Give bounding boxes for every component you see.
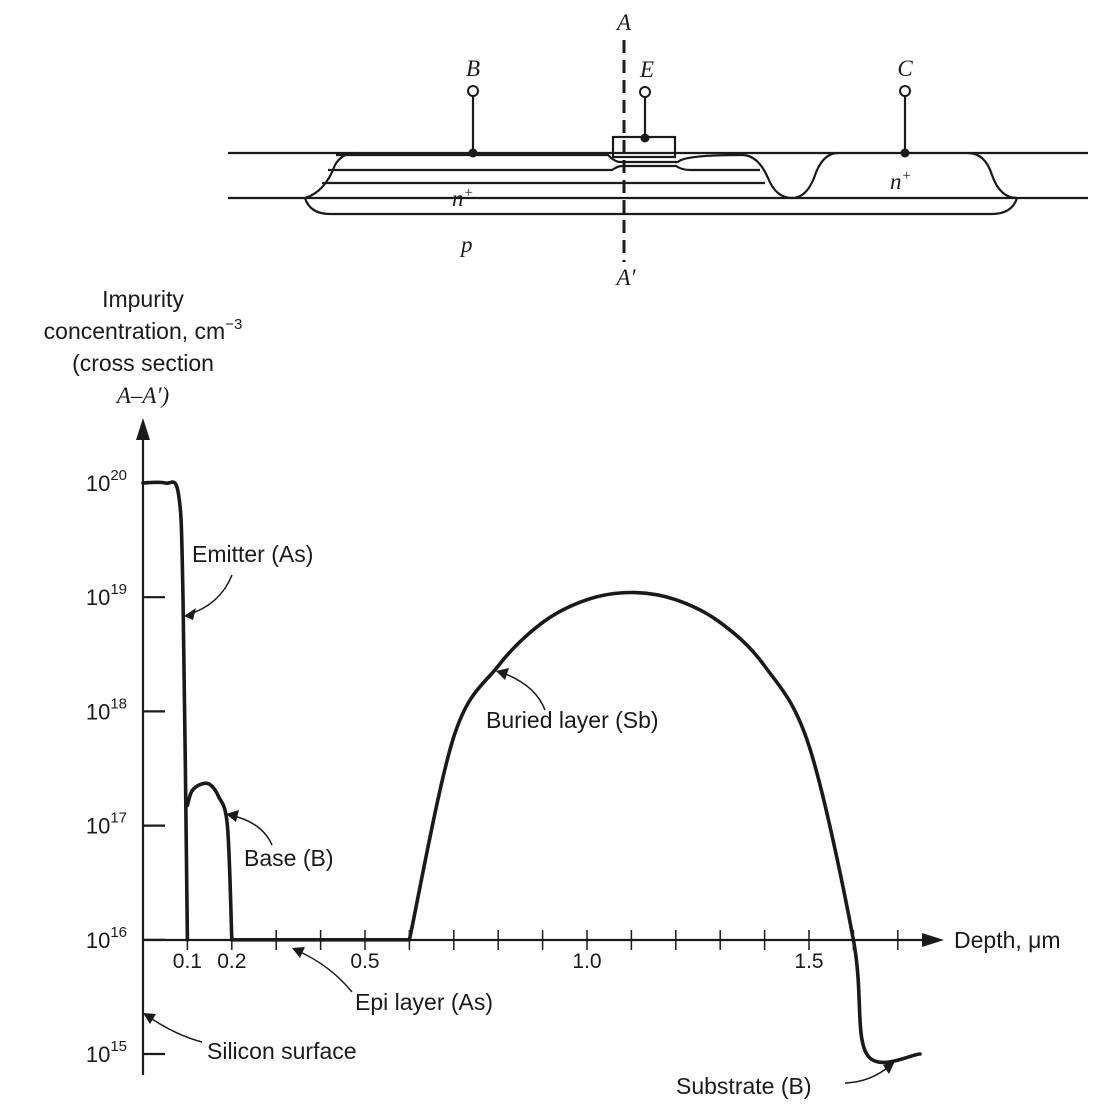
y-axis-title-line4: A–A′) [115,383,169,408]
region-label-collector: n+ [890,168,912,194]
y-tick-label: 1016 [86,924,127,953]
terminal-label-collector: C [897,56,913,81]
y-axis-title-line1: Impurity [102,286,184,312]
y-tick-label: 1019 [86,581,127,610]
x-tick-label: 0.2 [217,950,246,973]
annotation-buried-layer: Buried layer (Sb) [486,707,659,733]
region-label-buried: n+ [452,185,474,211]
annotation-emitter: Emitter (As) [192,541,313,567]
x-tick-label: 1.0 [572,950,601,973]
annotation-arrows [143,574,895,1084]
cut-label-bottom: A′ [614,265,636,290]
cut-label-top: A [615,10,632,35]
y-tick-label: 1020 [86,467,127,496]
terminal-label-emitter: E [639,57,654,82]
x-ticks: 0.1 0.2 0.5 1.0 1.5 [173,930,899,973]
y-ticks: 1020 1019 1018 1017 1016 1015 [86,467,165,1067]
y-tick-label: 1017 [86,810,127,839]
doping-profile-chart: Impurity concentration, cm−3 (cross sect… [44,286,1061,1099]
terminal-label-base: B [466,56,480,81]
annotation-base: Base (B) [244,845,333,871]
x-tick-label: 0.5 [350,950,379,973]
y-tick-label: 1015 [86,1038,127,1067]
annotation-epi-layer: Epi layer (As) [355,989,493,1015]
annotation-substrate: Substrate (B) [676,1073,812,1099]
x-axis-title: Depth, μm [954,927,1061,953]
profile-curve-4 [407,590,922,1065]
profile-curve-1 [141,480,190,942]
annotation-silicon-surface: Silicon surface [207,1038,357,1064]
y-axis-title-line2: concentration, cm−3 [44,316,243,344]
y-axis-title-line3: (cross section [72,350,214,376]
x-tick-label: 0.1 [173,950,202,973]
profile-curves [141,480,922,1065]
y-axis-arrow [136,418,150,440]
profile-curve-2 [185,781,234,942]
x-axis-arrow [922,933,944,947]
x-tick-label: 1.5 [794,950,823,973]
region-label-substrate: p [459,232,473,257]
y-tick-label: 1018 [86,695,127,724]
transistor-cross-section: A A′ B E C n+ n+ p [228,10,1088,290]
